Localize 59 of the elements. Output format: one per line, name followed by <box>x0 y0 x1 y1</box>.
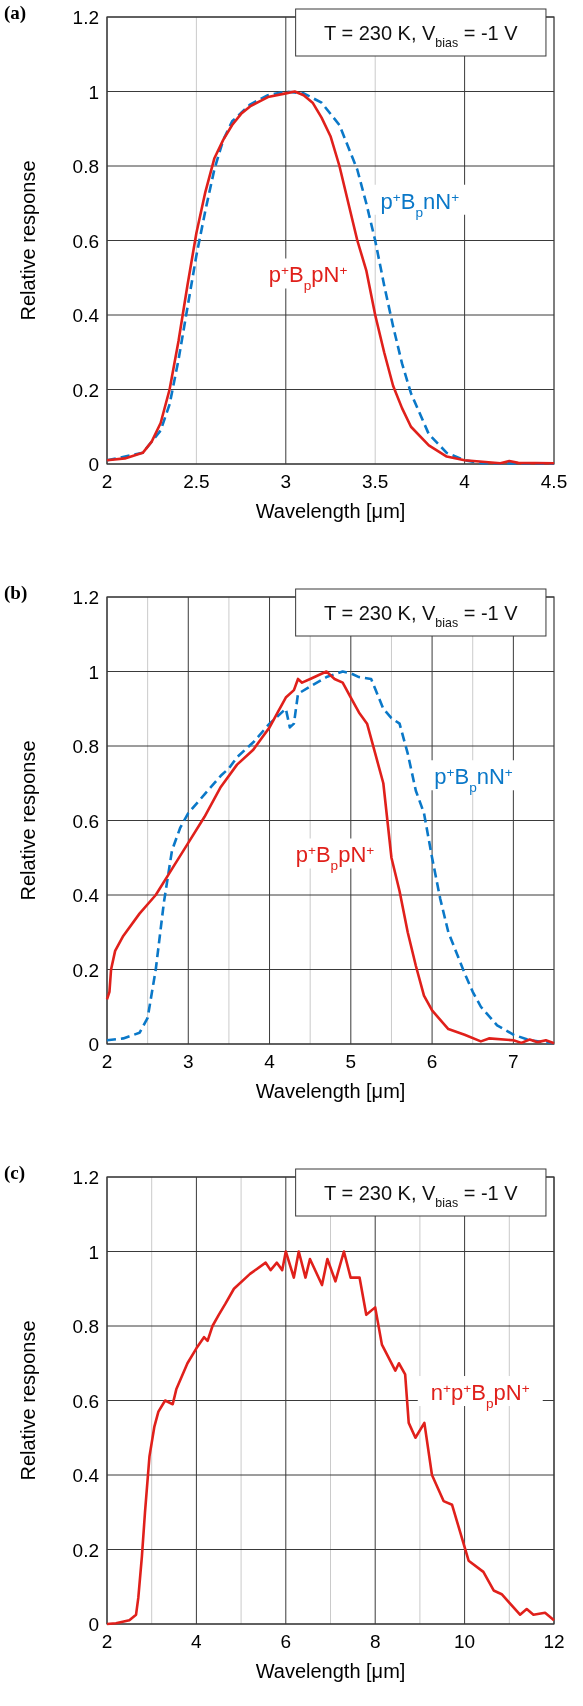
annotation: T = 230 K, V$_{bias}$ = -1 V <box>324 22 519 50</box>
chart-title: (b) <box>4 582 28 604</box>
x-tick-label: 6 <box>426 1051 438 1072</box>
y-tick-label: 0 <box>88 1034 99 1055</box>
series-label: p$^{+}$B$_{p}$pN$^{+}$ <box>295 842 375 873</box>
y-tick-label: 0.6 <box>72 1390 99 1412</box>
y-axis-title: Relative response <box>17 160 39 321</box>
y-tick-label: 1 <box>88 1241 99 1263</box>
x-tick-label: 12 <box>543 1631 565 1652</box>
y-tick-label: 0.4 <box>72 1465 100 1486</box>
x-tick-label: 6 <box>280 1631 292 1652</box>
x-tick-label: 4 <box>191 1631 203 1652</box>
y-tick-label: 0.4 <box>72 305 100 326</box>
x-tick-label: 2 <box>101 471 113 492</box>
y-tick-label: 0.6 <box>72 230 99 252</box>
y-tick-label: 0.2 <box>72 959 99 981</box>
x-tick-label: 10 <box>454 1631 476 1652</box>
annotation: T = 230 K, V$_{bias}$ = -1 V <box>324 602 519 630</box>
y-tick-label: 0.6 <box>72 810 99 832</box>
chart-title: (a) <box>4 2 27 24</box>
note-box: T = 230 K, V$_{bias}$ = -1 V <box>295 1168 547 1217</box>
series-label: p$^{+}$B$_{p}$nN$^{+}$ <box>380 188 460 220</box>
note-box: T = 230 K, V$_{bias}$ = -1 V <box>295 588 547 637</box>
x-tick-label: 2 <box>101 1631 113 1652</box>
x-tick-label: 4 <box>459 471 471 492</box>
x-tick-label: 3 <box>182 1051 194 1072</box>
x-axis-title: Wavelength [μm] <box>255 1080 406 1102</box>
y-tick-label: 1.2 <box>72 1167 99 1188</box>
series-label: p$^{+}$B$_{p}$pN$^{+}$ <box>268 262 348 293</box>
x-tick-label: 2 <box>101 1051 113 1072</box>
y-tick-label: 1.2 <box>72 587 99 608</box>
annotation: T = 230 K, V$_{bias}$ = -1 V <box>324 1182 519 1210</box>
y-tick-label: 0.8 <box>72 156 99 177</box>
x-axis-title: Wavelength [μm] <box>255 500 406 522</box>
x-axis-title: Wavelength [μm] <box>255 1660 406 1682</box>
x-tick-label: 4 <box>264 1051 276 1072</box>
series-label: p$^{+}$B$_{p}$nN$^{+}$ <box>434 764 513 795</box>
x-tick-label: 2.5 <box>183 471 210 492</box>
series-label: n$^{+}$p$^{+}$B$_{p}$pN$^{+}$ <box>430 1380 530 1411</box>
y-tick-label: 0.8 <box>72 1316 99 1337</box>
y-axis-title: Relative response <box>17 740 39 901</box>
y-tick-label: 0.2 <box>72 379 99 401</box>
y-tick-label: 0.4 <box>72 885 100 906</box>
x-tick-label: 8 <box>369 1631 381 1652</box>
x-tick-label: 3.5 <box>361 471 389 492</box>
y-axis-title: Relative response <box>17 1320 39 1481</box>
y-tick-label: 0.8 <box>72 736 99 757</box>
x-tick-label: 7 <box>508 1051 519 1072</box>
x-tick-label: 4.5 <box>540 471 568 492</box>
y-tick-label: 0 <box>88 1614 99 1635</box>
x-tick-label: 3 <box>280 471 292 492</box>
y-tick-label: 0 <box>88 454 99 475</box>
chart-title: (c) <box>4 1162 26 1184</box>
y-tick-label: 1.2 <box>72 7 99 28</box>
note-box: T = 230 K, V$_{bias}$ = -1 V <box>295 8 547 57</box>
y-tick-label: 1 <box>88 661 99 683</box>
x-tick-label: 5 <box>345 1051 357 1072</box>
y-tick-label: 0.2 <box>72 1539 99 1561</box>
y-tick-label: 1 <box>88 81 99 103</box>
